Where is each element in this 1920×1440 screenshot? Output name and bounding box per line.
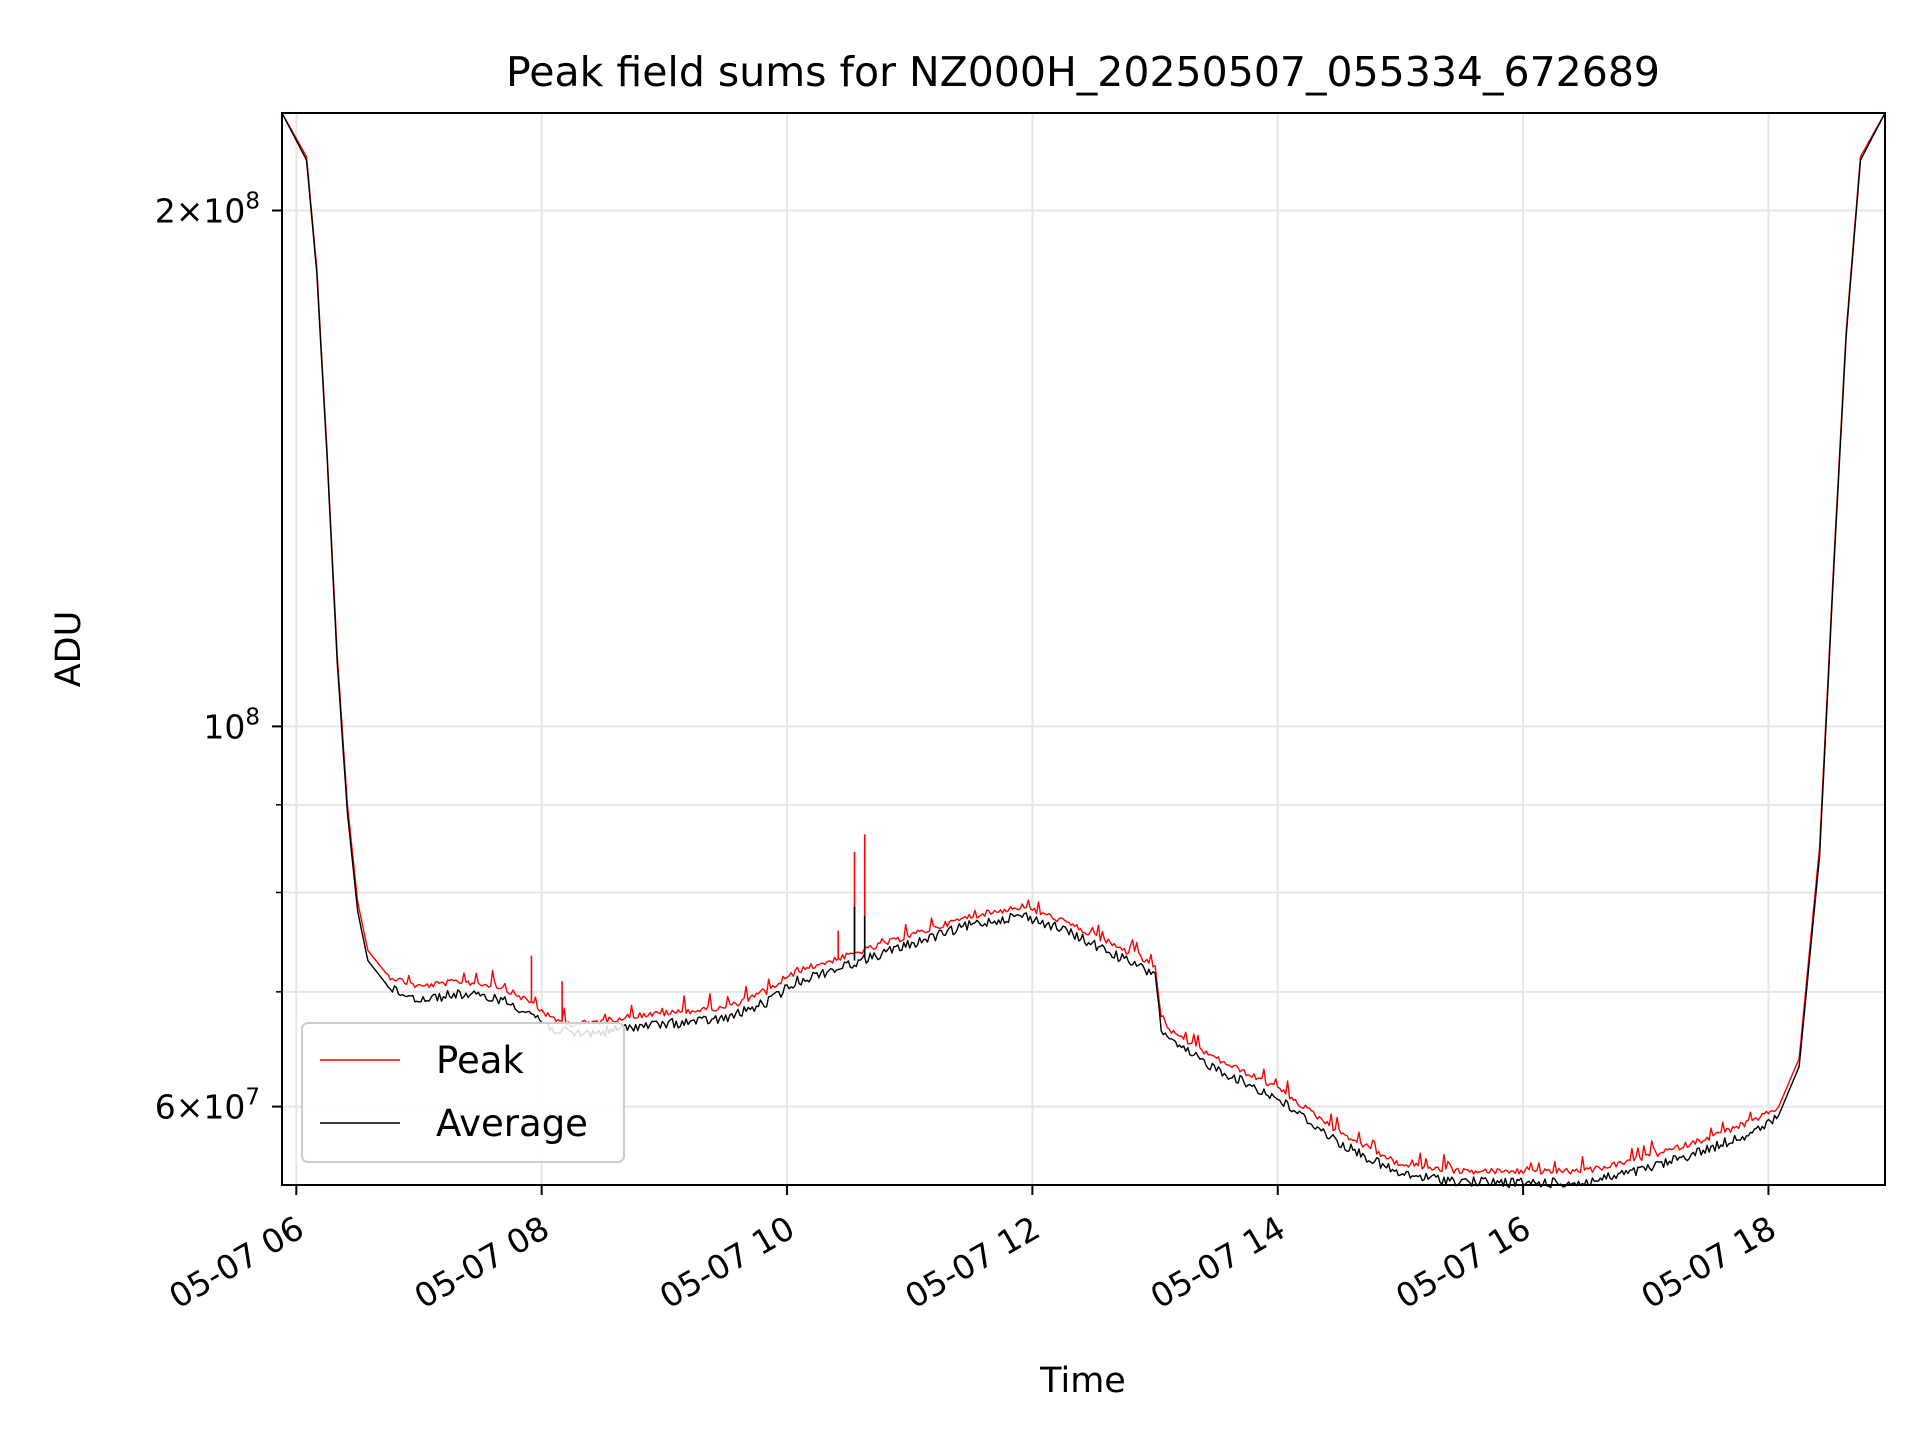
- plot-frame: [281, 112, 1886, 1186]
- y-tick-label: 6×107: [155, 1085, 260, 1127]
- y-tick-label: 2×108: [155, 189, 260, 231]
- x-axis-label: Time: [1039, 1361, 1126, 1401]
- chart-title: Peak field sums for NZ000H_20250507_0553…: [506, 48, 1660, 96]
- legend-label-average: Average: [436, 1102, 588, 1145]
- legend-box: [301, 1022, 625, 1163]
- y-axis-label: ADU: [49, 611, 89, 688]
- series-line-peak: [281, 112, 1886, 1175]
- legend-label-peak: Peak: [436, 1039, 524, 1082]
- y-tick-label: 108: [203, 704, 260, 746]
- legend: Peak Average: [301, 1022, 625, 1163]
